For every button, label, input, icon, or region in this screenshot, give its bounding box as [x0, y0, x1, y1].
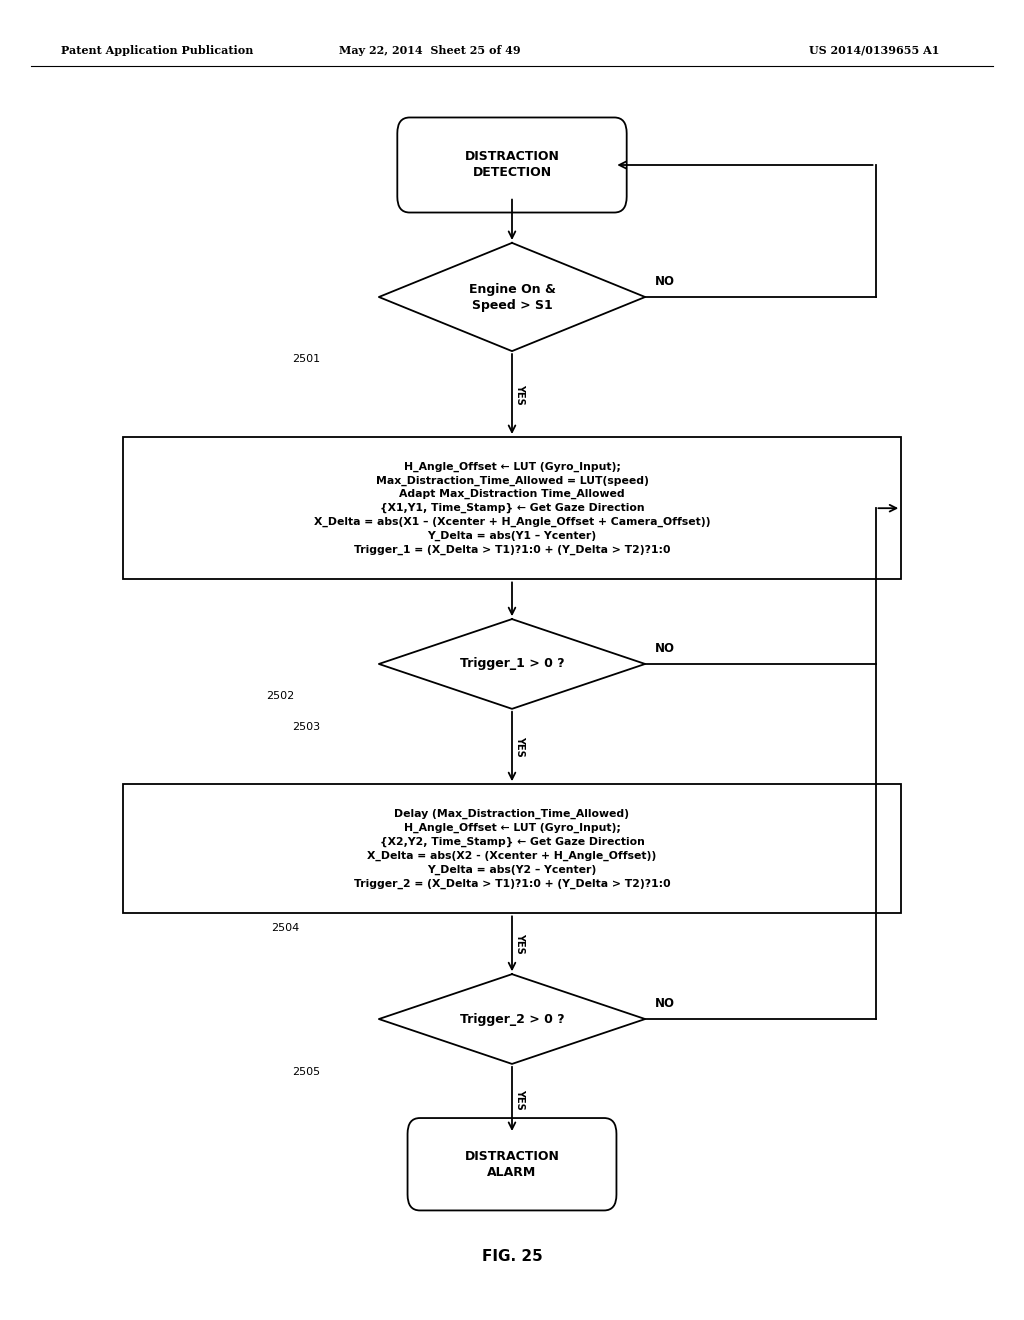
Text: NO: NO	[655, 997, 676, 1010]
Polygon shape	[379, 974, 645, 1064]
Text: NO: NO	[655, 275, 676, 288]
Text: DISTRACTION
DETECTION: DISTRACTION DETECTION	[465, 150, 559, 180]
Text: 2501: 2501	[292, 354, 319, 364]
FancyBboxPatch shape	[397, 117, 627, 213]
Text: 2502: 2502	[266, 690, 295, 701]
Text: 2505: 2505	[292, 1067, 319, 1077]
Text: Engine On &
Speed > S1: Engine On & Speed > S1	[469, 282, 555, 312]
FancyBboxPatch shape	[408, 1118, 616, 1210]
Text: YES: YES	[515, 384, 525, 404]
Polygon shape	[379, 243, 645, 351]
Text: May 22, 2014  Sheet 25 of 49: May 22, 2014 Sheet 25 of 49	[339, 45, 521, 55]
Polygon shape	[379, 619, 645, 709]
Bar	[123, 437, 901, 579]
Text: Trigger_2 > 0 ?: Trigger_2 > 0 ?	[460, 1012, 564, 1026]
Text: Patent Application Publication: Patent Application Publication	[61, 45, 254, 55]
Bar	[123, 784, 901, 913]
Text: US 2014/0139655 A1: US 2014/0139655 A1	[809, 45, 939, 55]
Text: Delay (Max_Distraction_Time_Allowed)
H_Angle_Offset ← LUT (Gyro_Input);
{X2,Y2, : Delay (Max_Distraction_Time_Allowed) H_A…	[353, 809, 671, 888]
Text: DISTRACTION
ALARM: DISTRACTION ALARM	[465, 1150, 559, 1179]
Text: H_Angle_Offset ← LUT (Gyro_Input);
Max_Distraction_Time_Allowed = LUT(speed)
Ada: H_Angle_Offset ← LUT (Gyro_Input); Max_D…	[313, 462, 711, 554]
Text: YES: YES	[515, 1089, 525, 1109]
Text: Trigger_1 > 0 ?: Trigger_1 > 0 ?	[460, 657, 564, 671]
Text: YES: YES	[515, 737, 525, 756]
Text: FIG. 25: FIG. 25	[481, 1249, 543, 1265]
Text: YES: YES	[515, 933, 525, 954]
Text: 2503: 2503	[292, 722, 319, 733]
Text: 2504: 2504	[271, 923, 300, 933]
Text: NO: NO	[655, 642, 676, 655]
